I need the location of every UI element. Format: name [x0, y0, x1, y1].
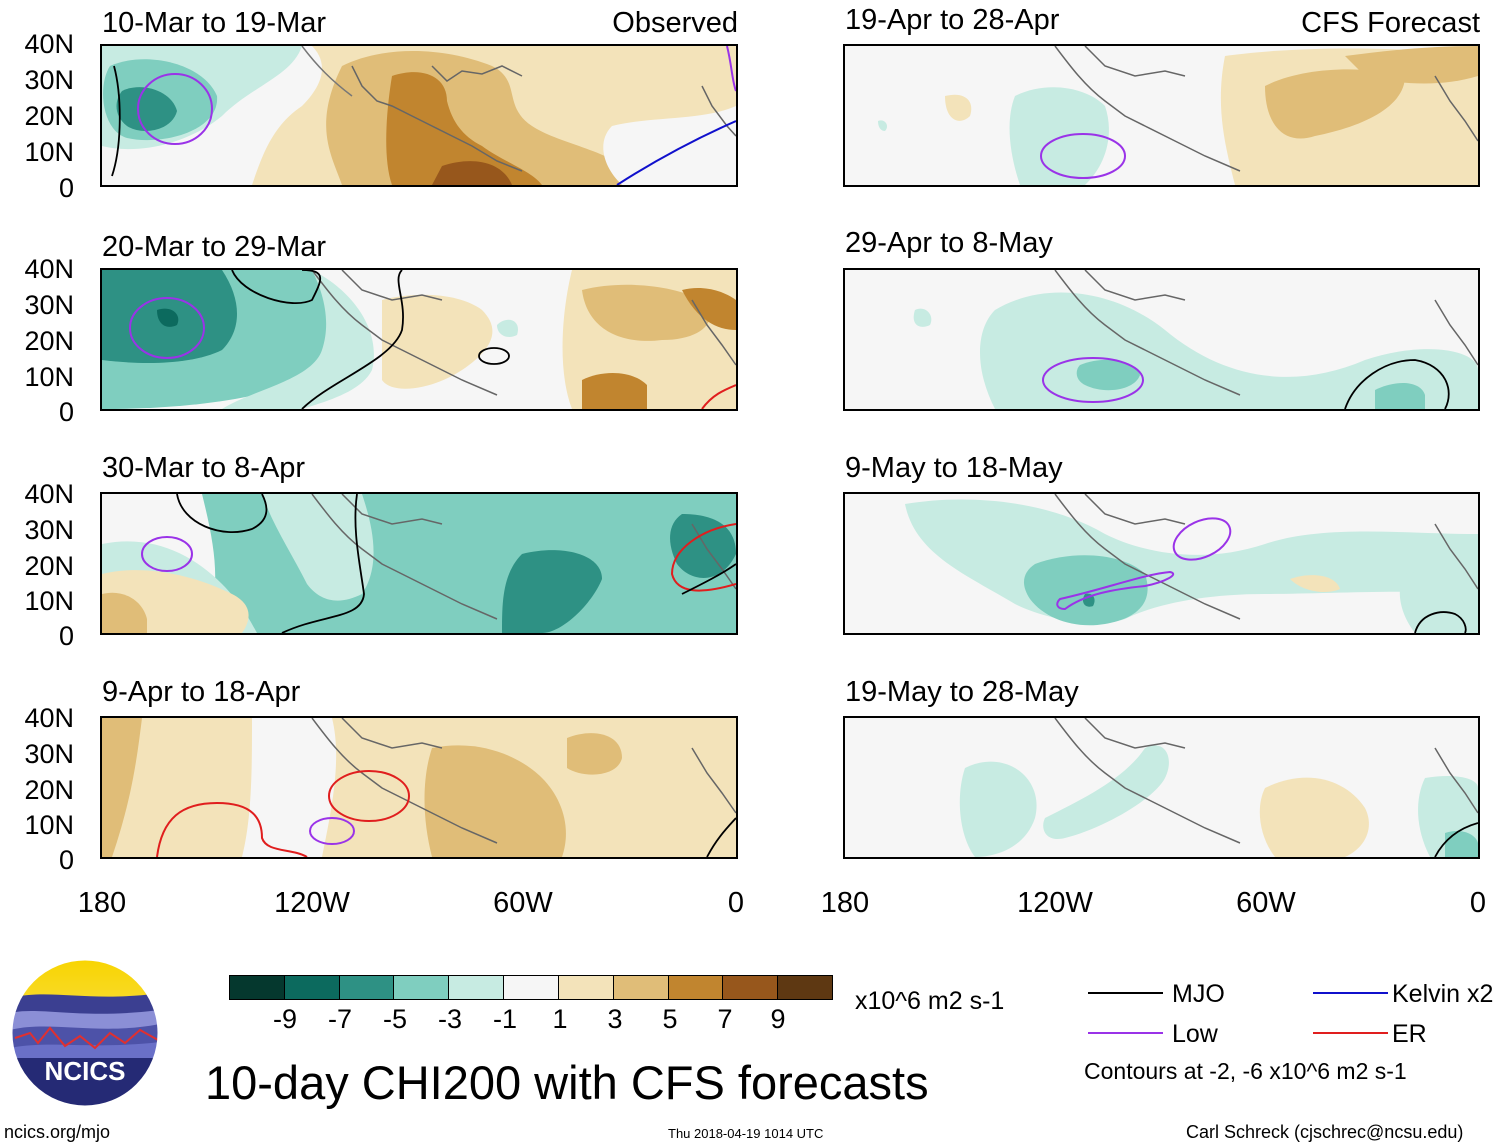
legend-label-low: Low	[1172, 1020, 1218, 1048]
panel-title-obs2: 20-Mar to 29-Mar	[102, 231, 327, 263]
lat-tick: 0	[58, 621, 74, 651]
colorbar-swatch	[230, 976, 285, 999]
legend-label-er: ER	[1392, 1020, 1427, 1048]
panel-title-fc3: 9-May to 18-May	[845, 452, 1063, 484]
lat-tick: 40N	[24, 254, 74, 284]
colorbar-label: -9	[272, 1004, 297, 1034]
lon-tick: 0	[727, 887, 745, 919]
footer-credit: Carl Schreck (cjschrec@ncsu.edu)	[1186, 1122, 1464, 1142]
lat-tick: 20N	[24, 551, 74, 581]
lon-tick: 180	[77, 887, 127, 919]
colorbar-swatch	[723, 976, 779, 999]
panel-tag-observed: Observed	[612, 7, 738, 39]
map-panel-obs4	[100, 716, 738, 859]
lat-tick: 10N	[24, 586, 74, 616]
lon-tick: 60W	[1236, 887, 1296, 919]
lon-tick: 0	[1469, 887, 1487, 919]
colorbar-swatch	[668, 976, 724, 999]
lat-tick: 0	[58, 173, 74, 203]
lat-tick: 30N	[24, 290, 74, 320]
map-panel-obs1	[100, 44, 738, 187]
lat-tick: 30N	[24, 65, 74, 95]
lat-tick: 30N	[24, 515, 74, 545]
colorbar-label: -7	[327, 1004, 352, 1034]
map-panel-fc2	[843, 268, 1480, 411]
colorbar-swatch	[394, 976, 450, 999]
lat-tick: 10N	[24, 362, 74, 392]
map-panel-fc1	[843, 44, 1480, 187]
colorbar-label: -5	[382, 1004, 407, 1034]
footer-url[interactable]: ncics.org/mjo	[4, 1122, 111, 1142]
footer-timestamp: Thu 2018-04-19 1014 UTC	[668, 1126, 824, 1141]
panel-title-fc4: 19-May to 28-May	[845, 676, 1079, 708]
colorbar-swatch	[339, 976, 395, 999]
legend-line-mjo	[1088, 992, 1163, 994]
colorbar-label: 7	[717, 1004, 733, 1034]
colorbar-label: -1	[492, 1004, 517, 1034]
map-panel-fc3	[843, 492, 1480, 635]
colorbar-swatch	[284, 976, 340, 999]
legend-contour-note: Contours at -2, -6 x10^6 m2 s-1	[1084, 1058, 1407, 1084]
map-panel-fc4	[843, 716, 1480, 859]
colorbar-units: x10^6 m2 s-1	[855, 987, 1005, 1015]
lat-tick: 0	[58, 397, 74, 427]
panel-title-obs1: 10-Mar to 19-Mar	[102, 7, 327, 39]
colorbar-label: -3	[437, 1004, 462, 1034]
map-panel-obs3	[100, 492, 738, 635]
colorbar-label: 5	[662, 1004, 678, 1034]
colorbar-swatch	[449, 976, 505, 999]
lat-tick: 40N	[24, 479, 74, 509]
colorbar-swatch	[778, 976, 832, 999]
lat-tick: 10N	[24, 810, 74, 840]
legend-line-kelvin	[1313, 992, 1388, 994]
colorbar-label: 9	[770, 1004, 786, 1034]
lat-tick: 20N	[24, 775, 74, 805]
map-panel-obs2	[100, 268, 738, 411]
legend-label-kelvin: Kelvin x2	[1392, 980, 1494, 1008]
lat-tick: 20N	[24, 326, 74, 356]
colorbar-swatch	[613, 976, 669, 999]
colorbar-label: 3	[607, 1004, 623, 1034]
colorbar-label: 1	[552, 1004, 568, 1034]
lat-tick: 20N	[24, 101, 74, 131]
panel-title-obs3: 30-Mar to 8-Apr	[102, 452, 306, 484]
legend-line-er	[1313, 1032, 1388, 1034]
panel-tag-cfs-forecast: CFS Forecast	[1301, 7, 1480, 39]
colorbar-swatch	[558, 976, 614, 999]
lon-tick: 120W	[1017, 887, 1093, 919]
colorbar-swatch	[504, 976, 559, 999]
legend-line-low	[1088, 1032, 1163, 1034]
figure-title: 10-day CHI200 with CFS forecasts	[205, 1056, 929, 1109]
lat-tick: 40N	[24, 29, 74, 59]
lat-tick: 10N	[24, 137, 74, 167]
panel-title-obs4: 9-Apr to 18-Apr	[102, 676, 301, 708]
lat-tick: 0	[58, 845, 74, 875]
panel-title-fc1: 19-Apr to 28-Apr	[845, 4, 1060, 36]
lat-tick: 30N	[24, 739, 74, 769]
panel-title-fc2: 29-Apr to 8-May	[845, 227, 1053, 259]
lon-tick: 60W	[493, 887, 553, 919]
lat-tick: 40N	[24, 703, 74, 733]
lon-tick: 120W	[274, 887, 350, 919]
ncics-logo: NCICS	[10, 958, 160, 1108]
lon-tick: 180	[820, 887, 870, 919]
logo-text: NCICS	[45, 1056, 126, 1086]
colorbar	[229, 975, 833, 1000]
legend-label-mjo: MJO	[1172, 980, 1225, 1008]
